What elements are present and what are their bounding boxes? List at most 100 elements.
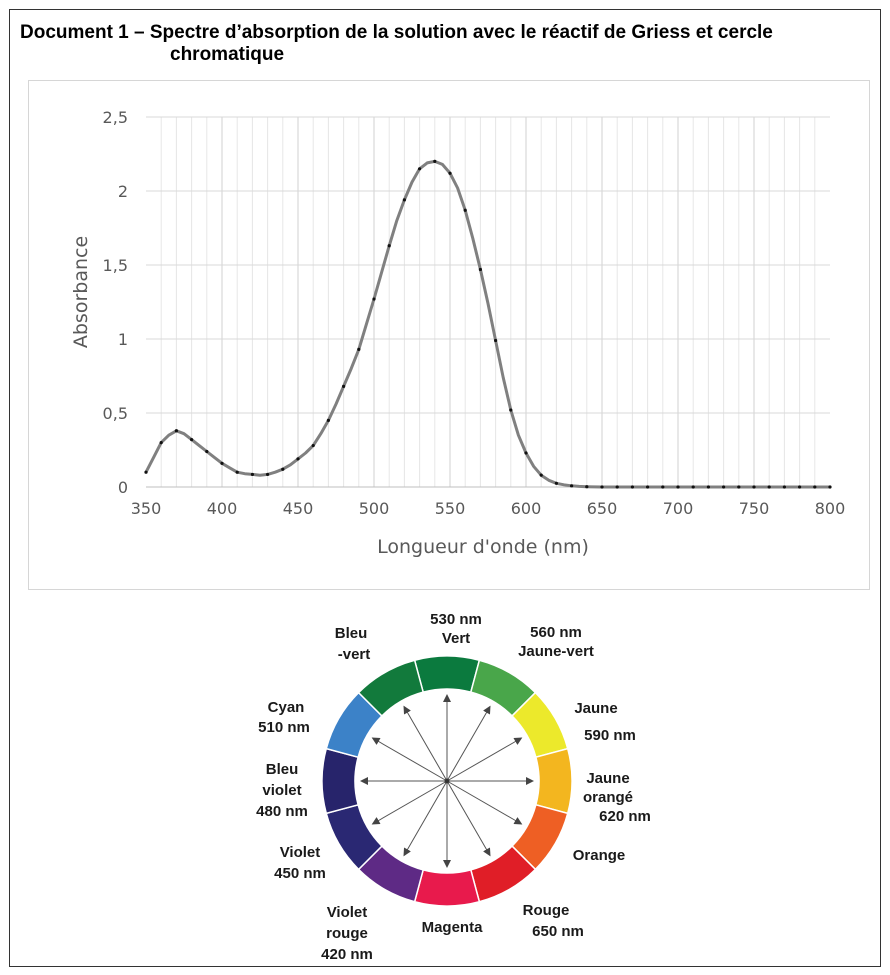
color-wheel-arrows xyxy=(360,694,534,868)
wheel-label-vert: 530 nm xyxy=(430,611,482,628)
wheel-arrow xyxy=(403,780,448,857)
data-point xyxy=(478,267,482,272)
data-point xyxy=(220,461,224,465)
wheel-label-magenta: Magenta xyxy=(422,919,484,936)
data-point xyxy=(144,470,148,474)
data-point xyxy=(524,451,528,455)
wheel-arrow xyxy=(446,780,491,857)
wheel-label-jaune-orange: 620 nm xyxy=(599,808,651,825)
wheel-label-violet-rouge: rouge xyxy=(326,925,368,942)
wheel-label-vert: Vert xyxy=(442,630,470,647)
wheel-center xyxy=(444,778,450,784)
y-axis-title: Absorbance xyxy=(70,236,92,348)
wheel-label-jaune: Jaune xyxy=(574,700,617,717)
data-point xyxy=(737,485,741,489)
data-point xyxy=(509,408,513,412)
data-point xyxy=(311,443,315,448)
wheel-label-violet-rouge: 420 nm xyxy=(321,946,373,963)
data-point xyxy=(767,485,771,489)
data-point xyxy=(661,485,665,489)
wheel-label-jaune-vert: 560 nm xyxy=(530,624,582,641)
wheel-label-violet-rouge: Violet xyxy=(327,904,368,921)
wheel-label-bleu-violet: violet xyxy=(262,782,301,799)
wheel-label-orange: Orange xyxy=(573,847,626,864)
data-point xyxy=(676,485,680,489)
wheel-arrow xyxy=(403,705,448,782)
data-point xyxy=(752,485,756,489)
data-point xyxy=(539,473,543,477)
wheel-arrow xyxy=(446,737,523,782)
y-tick-label: 2,5 xyxy=(103,108,128,127)
document-title: Document 1 – Spectre d’absorption de la … xyxy=(20,22,878,66)
wheel-label-bleu-violet: 480 nm xyxy=(256,803,308,820)
data-point xyxy=(691,485,695,489)
data-point xyxy=(296,457,300,461)
data-point xyxy=(828,485,832,489)
x-tick-label: 800 xyxy=(815,499,846,518)
wheel-label-jaune-orange: orangé xyxy=(583,789,633,806)
chart-series xyxy=(144,159,832,489)
y-tick-label: 0,5 xyxy=(103,404,128,423)
data-point xyxy=(433,159,437,163)
data-point xyxy=(463,208,467,212)
x-tick-label: 400 xyxy=(207,499,238,518)
data-point xyxy=(798,485,802,489)
title-line-2: chromatique xyxy=(170,44,285,65)
data-point xyxy=(266,472,270,477)
data-point xyxy=(722,485,726,489)
data-point xyxy=(615,485,619,489)
y-tick-label: 2 xyxy=(118,182,128,201)
x-tick-label: 450 xyxy=(283,499,314,518)
wheel-arrow xyxy=(371,780,448,825)
wheel-label-bleu-vert: -vert xyxy=(338,646,371,663)
y-tick-label: 0 xyxy=(118,478,128,497)
wheel-arrow xyxy=(371,737,448,782)
data-point xyxy=(250,472,254,477)
x-tick-label: 700 xyxy=(663,499,694,518)
wheel-label-jaune-orange: Jaune xyxy=(586,770,629,787)
wheel-label-rouge: Rouge xyxy=(523,902,570,919)
absorption-chart: 350 400 450 500 550 600 650 700 750 800 0 0,5 1 1,5 2 2… xyxy=(28,80,870,590)
wheel-segment xyxy=(534,747,573,815)
data-point xyxy=(205,449,209,454)
wheel-label-cyan: 510 nm xyxy=(258,719,310,736)
data-point xyxy=(585,485,589,489)
wheel-label-rouge: 650 nm xyxy=(532,923,584,940)
wheel-segment xyxy=(321,747,360,815)
data-point xyxy=(494,338,498,343)
wheel-label-jaune: 590 nm xyxy=(584,727,636,744)
data-point xyxy=(387,244,391,248)
wheel-label-cyan: Cyan xyxy=(268,699,305,716)
x-tick-label: 550 xyxy=(435,499,466,518)
data-point xyxy=(813,485,817,489)
wheel-arrow xyxy=(446,705,491,782)
data-point xyxy=(159,441,163,445)
y-tick-label: 1 xyxy=(118,330,128,349)
y-tick-label: 1,5 xyxy=(103,256,128,275)
wheel-label-jaune-vert: Jaune-vert xyxy=(518,643,594,660)
data-point xyxy=(706,485,711,489)
data-point xyxy=(326,418,330,422)
x-tick-label: 500 xyxy=(359,499,390,518)
chart-grid xyxy=(146,116,830,487)
data-point xyxy=(782,485,787,489)
wheel-segment xyxy=(413,868,481,907)
data-point xyxy=(402,198,406,202)
absorbance-line xyxy=(144,159,830,489)
chart-labels: 350 400 450 500 550 600 650 700 750 800 0 0,5 1 1,5 2 2… xyxy=(70,108,845,558)
data-point xyxy=(600,485,604,489)
x-tick-label: 750 xyxy=(739,499,770,518)
wheel-label-violet: 450 nm xyxy=(274,865,326,882)
data-point xyxy=(646,485,650,489)
x-tick-label: 650 xyxy=(587,499,618,518)
data-point xyxy=(554,481,559,485)
wheel-label-violet: Violet xyxy=(280,844,321,861)
x-tick-label: 600 xyxy=(511,499,542,518)
data-point xyxy=(372,297,376,301)
title-line-1: Document 1 – Spectre d’absorption de la … xyxy=(20,22,773,43)
data-point xyxy=(281,467,285,471)
x-axis-title: Longueur d'onde (nm) xyxy=(377,536,589,558)
data-point xyxy=(418,167,422,171)
data-point xyxy=(235,470,239,474)
